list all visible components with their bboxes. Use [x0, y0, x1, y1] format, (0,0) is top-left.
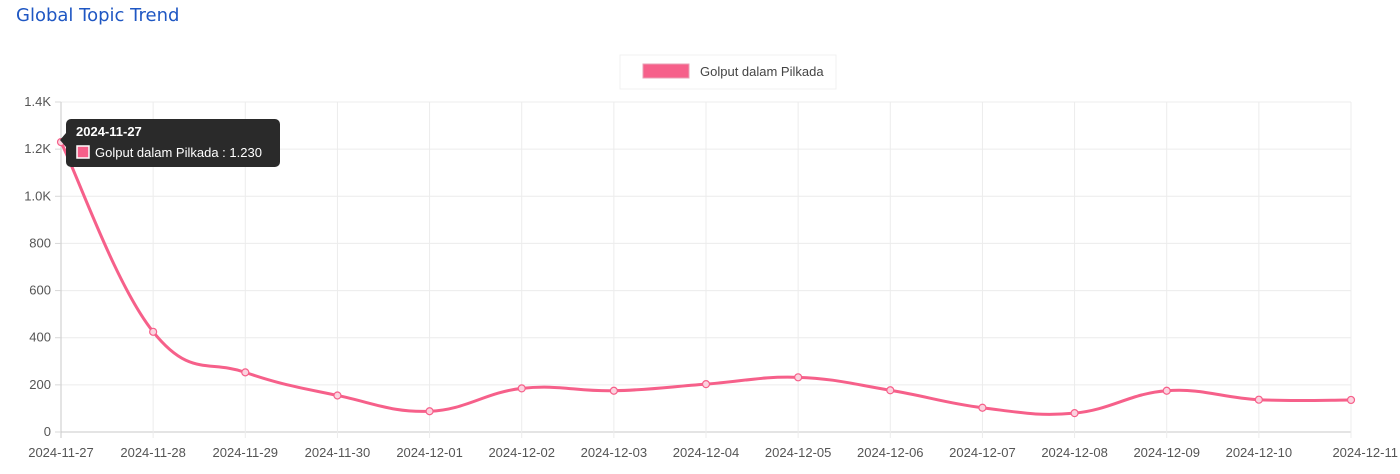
x-tick-label: 2024-11-30 [305, 445, 371, 460]
tooltip-value: Golput dalam Pilkada : 1.230 [95, 145, 262, 160]
page-title: Global Topic Trend [16, 5, 180, 26]
data-point[interactable] [886, 386, 895, 395]
data-point[interactable] [1162, 386, 1171, 395]
data-point[interactable] [794, 373, 803, 382]
data-point[interactable] [978, 403, 987, 412]
x-tick-label: 2024-11-29 [213, 445, 279, 460]
x-tick-label: 2024-12-03 [581, 445, 648, 460]
y-tick-label: 1.0K [24, 188, 51, 203]
y-tick-label: 1.4K [24, 94, 51, 109]
data-point[interactable] [1346, 395, 1356, 405]
y-tick-label: 1.2K [24, 141, 51, 156]
legend[interactable]: Golput dalam Pilkada [619, 54, 837, 90]
x-axis: 2024-11-27 2024-11-28 2024-11-29 2024-11-30… [28, 445, 1398, 460]
x-tick-label: 2024-12-09 [1133, 445, 1200, 460]
x-tick-label: 2024-12-08 [1041, 445, 1108, 460]
data-point[interactable] [425, 407, 434, 416]
x-tick-label: 2024-12-05 [765, 445, 832, 460]
tooltip: 2024-11-27 Golput dalam Pilkada : 1.230 [60, 119, 280, 167]
x-tick-label: 2024-12-11 [1332, 445, 1398, 460]
data-point[interactable] [701, 380, 711, 389]
tooltip-swatch [76, 145, 90, 159]
data-point[interactable] [609, 386, 618, 395]
y-tick-label: 0 [44, 424, 51, 439]
grid [60, 101, 1352, 438]
tooltip-box [66, 119, 280, 167]
x-tick-label: 2024-12-06 [857, 445, 924, 460]
y-tick-label: 200 [29, 377, 51, 392]
legend-swatch [642, 63, 690, 79]
x-tick-label: 2024-11-28 [120, 445, 186, 460]
y-tick-label: 800 [29, 235, 51, 250]
x-tick-label: 2024-12-02 [488, 445, 555, 460]
y-axis: 0 200 400 600 800 1.0K 1.2K 1.4K [24, 94, 61, 439]
tooltip-arrow [60, 133, 66, 147]
x-tick-label: 2024-12-07 [949, 445, 1016, 460]
data-point[interactable] [1070, 409, 1079, 418]
data-point[interactable] [333, 391, 342, 400]
x-tick-label: 2024-12-04 [673, 445, 740, 460]
data-point[interactable] [149, 327, 158, 336]
x-tick-label: 2024-12-01 [396, 445, 463, 460]
legend-label: Golput dalam Pilkada [700, 64, 824, 79]
data-point[interactable] [241, 368, 250, 377]
x-tick-label: 2024-12-10 [1226, 445, 1293, 460]
y-tick-label: 600 [29, 283, 51, 298]
data-point[interactable] [517, 384, 526, 393]
tooltip-date: 2024-11-27 [76, 124, 142, 139]
x-tick-label: 2024-11-27 [28, 445, 94, 460]
data-point[interactable] [1254, 395, 1263, 404]
y-tick-label: 400 [29, 330, 51, 345]
series-line [59, 141, 1352, 416]
